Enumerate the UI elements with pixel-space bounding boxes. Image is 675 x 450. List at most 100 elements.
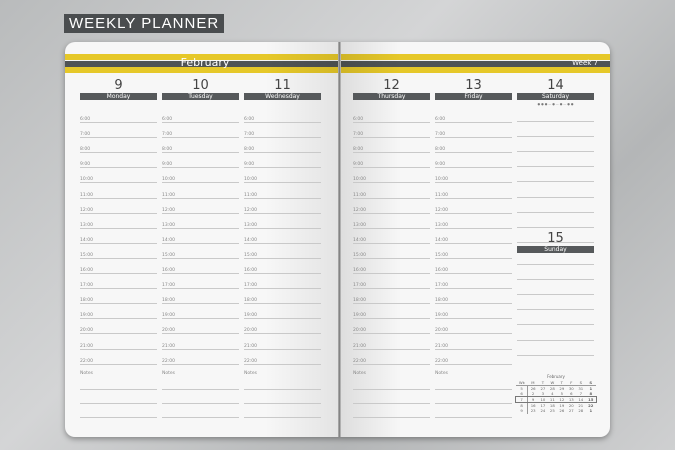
time-slot[interactable]: 16:00 [435,268,512,274]
notes-line[interactable] [162,398,239,404]
time-slot[interactable]: 7:00 [80,132,157,139]
time-slot[interactable]: 18:00 [435,298,512,305]
sunday-line[interactable] [517,259,594,265]
notes-line[interactable] [244,398,321,404]
time-slot[interactable]: 19:00 [162,313,239,320]
time-slot[interactable]: 11:00 [244,193,321,199]
notes-line[interactable] [162,412,239,418]
time-slot[interactable]: 21:00 [80,344,157,350]
notes-line[interactable] [244,384,321,390]
time-slot[interactable]: 11:00 [353,193,430,199]
time-slot[interactable]: 12:00 [435,208,512,214]
time-slot[interactable]: 6:00 [353,117,430,123]
time-slot[interactable]: 10:00 [435,177,512,184]
time-slot[interactable]: 11:00 [162,193,239,199]
time-slot[interactable]: 16:00 [353,268,430,274]
saturday-line[interactable] [517,116,594,122]
saturday-line[interactable] [517,161,594,168]
time-slot[interactable]: 21:00 [353,344,430,350]
time-slot[interactable]: 17:00 [162,283,239,290]
time-slot[interactable]: 21:00 [435,344,512,350]
time-slot[interactable]: 8:00 [80,147,157,154]
time-slot[interactable]: 7:00 [353,132,430,139]
time-slot[interactable]: 7:00 [244,132,321,139]
time-slot[interactable]: 17:00 [80,283,157,290]
notes-line[interactable] [435,412,512,418]
saturday-line[interactable] [517,237,594,243]
saturday-line[interactable] [517,207,594,213]
time-slot[interactable]: 13:00 [244,223,321,229]
time-slot[interactable]: 6:00 [435,117,512,123]
time-slot[interactable]: 20:00 [244,328,321,335]
time-slot[interactable]: 6:00 [244,117,321,123]
notes-line[interactable] [162,384,239,390]
time-slot[interactable]: 10:00 [80,177,157,184]
notes-line[interactable] [80,412,157,418]
time-slot[interactable]: 6:00 [162,117,239,123]
notes-line[interactable] [80,384,157,390]
time-slot[interactable]: 13:00 [80,223,157,229]
time-slot[interactable]: 18:00 [162,298,239,305]
notes-line[interactable] [244,412,321,418]
time-slot[interactable]: 20:00 [353,328,430,335]
saturday-line[interactable] [517,222,594,228]
saturday-line[interactable] [517,131,594,138]
time-slot[interactable]: 22:00 [244,359,321,365]
time-slot[interactable]: 20:00 [80,328,157,335]
time-slot[interactable]: 7:00 [435,132,512,139]
time-slot[interactable]: 15:00 [162,253,239,259]
time-slot[interactable]: 17:00 [353,283,430,290]
sunday-line[interactable] [517,274,594,281]
notes-line[interactable] [353,398,430,404]
sunday-line[interactable] [517,319,594,326]
notes-line[interactable] [435,384,512,390]
time-slot[interactable]: 10:00 [162,177,239,184]
time-slot[interactable]: 20:00 [162,328,239,335]
time-slot[interactable]: 22:00 [435,359,512,365]
time-slot[interactable]: 12:00 [244,208,321,214]
time-slot[interactable]: 17:00 [244,283,321,290]
time-slot[interactable]: 16:00 [162,268,239,274]
time-slot[interactable]: 9:00 [244,162,321,169]
time-slot[interactable]: 14:00 [80,238,157,244]
time-slot[interactable]: 18:00 [244,298,321,305]
time-slot[interactable]: 15:00 [244,253,321,259]
notes-line[interactable] [353,412,430,418]
time-slot[interactable]: 12:00 [162,208,239,214]
time-slot[interactable]: 15:00 [80,253,157,259]
time-slot[interactable]: 16:00 [80,268,157,274]
time-slot[interactable]: 19:00 [353,313,430,320]
time-slot[interactable]: 19:00 [80,313,157,320]
time-slot[interactable]: 14:00 [435,238,512,244]
notes-line[interactable] [80,398,157,404]
time-slot[interactable]: 9:00 [353,162,430,169]
time-slot[interactable]: 20:00 [435,328,512,335]
time-slot[interactable]: 15:00 [435,253,512,259]
time-slot[interactable]: 10:00 [244,177,321,184]
time-slot[interactable]: 19:00 [244,313,321,320]
notes-line[interactable] [435,398,512,404]
sunday-line[interactable] [517,289,594,296]
time-slot[interactable]: 18:00 [353,298,430,305]
time-slot[interactable]: 7:00 [162,132,239,139]
time-slot[interactable]: 6:00 [80,117,157,123]
time-slot[interactable]: 10:00 [353,177,430,184]
time-slot[interactable]: 9:00 [80,162,157,169]
time-slot[interactable]: 22:00 [162,359,239,365]
time-slot[interactable]: 21:00 [244,344,321,350]
sunday-line[interactable] [517,304,594,311]
time-slot[interactable]: 14:00 [353,238,430,244]
time-slot[interactable]: 16:00 [244,268,321,274]
saturday-line[interactable] [517,146,594,153]
time-slot[interactable]: 11:00 [80,193,157,199]
time-slot[interactable]: 15:00 [353,253,430,259]
time-slot[interactable]: 8:00 [162,147,239,154]
time-slot[interactable]: 12:00 [80,208,157,214]
time-slot[interactable]: 17:00 [435,283,512,290]
time-slot[interactable]: 14:00 [162,238,239,244]
time-slot[interactable]: 8:00 [353,147,430,154]
time-slot[interactable]: 13:00 [162,223,239,229]
time-slot[interactable]: 11:00 [435,193,512,199]
time-slot[interactable]: 13:00 [435,223,512,229]
time-slot[interactable]: 22:00 [353,359,430,365]
